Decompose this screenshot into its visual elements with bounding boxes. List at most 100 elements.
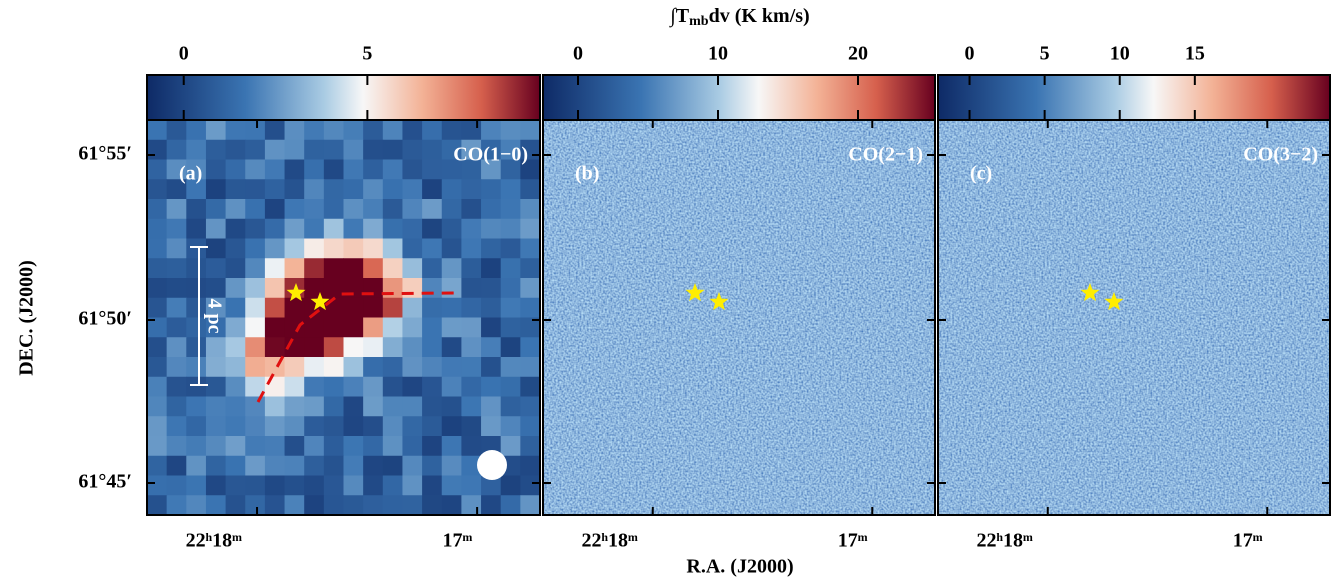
pixel [186,297,207,318]
colorbar-tick-label: 10 [708,43,728,65]
pixel [382,238,403,259]
pixel [304,120,325,141]
pixel [500,297,521,318]
pixel [186,416,207,437]
pixel [225,238,246,259]
image [938,120,1330,515]
pixel [402,199,423,220]
pixel [500,258,521,279]
pixel [461,139,482,160]
pixel [323,436,344,457]
pixel [520,297,540,318]
pixel [186,120,207,141]
pixel [225,278,246,299]
pixel [481,297,502,318]
pixel [402,357,423,378]
x-tick-label: 22ʰ18ᵐ [581,530,638,552]
pixel [147,218,168,239]
pixel [186,337,207,358]
pixel [264,258,286,279]
x-tick-label: 17ᵐ [838,530,868,552]
pixel [284,238,305,259]
pixel [500,376,521,397]
pixel [304,278,325,299]
pixel [481,218,502,239]
pixel [363,396,384,417]
pixel [264,199,286,220]
pixel [186,455,207,476]
pixel [225,376,246,397]
pixel [422,357,443,378]
panel-label: (b) [575,163,599,185]
colorbar [542,74,936,121]
pixel [382,455,403,476]
pixel [343,475,364,496]
pixel [481,337,502,358]
pixel [441,396,462,417]
pixel [402,258,423,279]
pixel [205,396,227,417]
pixel [363,120,384,141]
pixel [481,199,502,220]
colorbar [146,74,541,121]
pixel [461,258,482,279]
pixel [343,159,364,180]
x-tick-label: 22ʰ18ᵐ [976,530,1033,552]
pixel [520,357,540,378]
pixel [323,455,344,476]
pixel [422,317,443,338]
pixel [520,455,540,476]
star [286,283,306,302]
pixel [422,376,443,397]
pixel [500,199,521,220]
frame [542,119,936,516]
pixel [500,120,521,141]
star [709,292,729,311]
pixel [245,436,266,457]
pixel [264,297,286,318]
pixel [166,238,187,259]
pixel [245,238,266,259]
pixel [186,436,207,457]
pixel [284,317,305,338]
pixel [264,376,286,397]
pixel [343,258,364,279]
pixel [481,495,502,515]
pixel [186,317,207,338]
colorbar-tick-label: 0 [573,43,583,65]
pixel [304,317,325,338]
pixel [264,317,286,338]
pixel [323,337,344,358]
pixel [422,218,443,239]
panel-label: (a) [179,163,202,185]
pixel [205,376,227,397]
pixel [225,357,246,378]
pixel [441,317,462,338]
pixel [186,179,207,200]
pixel [520,317,540,338]
pixel [343,436,364,457]
pixel [461,238,482,259]
pixel [422,179,443,200]
pixel [461,455,482,476]
pixel [441,416,462,437]
pixel [264,159,286,180]
pixel [225,297,246,318]
pixel [343,337,364,358]
pixel [363,495,384,515]
pixel [461,120,482,141]
pixel [147,297,168,318]
x-axis-title: R.A. (J2000) [686,556,793,578]
pixel [441,120,462,141]
pixel [461,199,482,220]
pixel [264,120,286,141]
pixel [461,357,482,378]
pixel [284,495,305,515]
pixel [461,376,482,397]
pixel [520,416,540,437]
pixel [225,495,246,515]
pixel [481,139,502,160]
pixel [323,278,344,299]
pixel [382,416,403,437]
pixel [166,278,187,299]
